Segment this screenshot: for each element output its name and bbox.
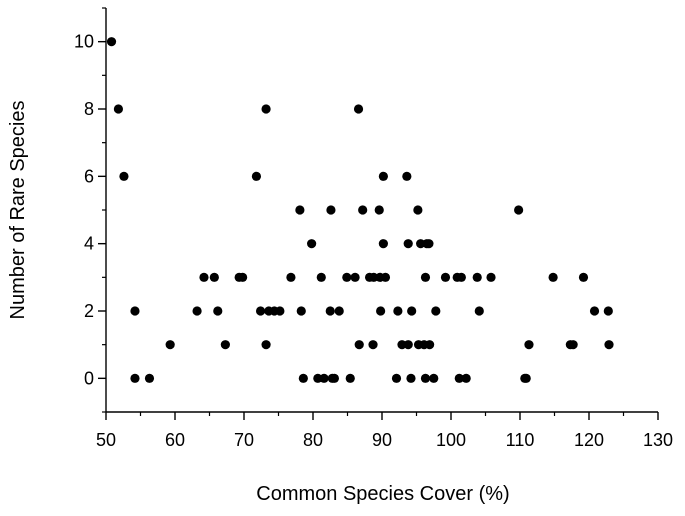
data-point (425, 340, 435, 350)
y-tick-label: 8 (84, 99, 94, 119)
data-point (393, 306, 403, 316)
data-point (380, 272, 391, 282)
data-point (403, 340, 413, 350)
data-point (354, 340, 364, 350)
x-tick-label: 100 (436, 430, 466, 450)
data-point (261, 104, 271, 114)
data-point (568, 340, 578, 350)
y-axis-title: Number of Rare Species (7, 101, 29, 320)
data-point (391, 373, 402, 383)
x-tick-label: 80 (303, 430, 323, 450)
data-point (578, 272, 589, 282)
data-point (275, 306, 285, 316)
data-point (165, 340, 175, 350)
data-point (431, 306, 441, 316)
data-point (486, 272, 496, 282)
data-point (420, 272, 431, 282)
data-point (353, 104, 364, 114)
x-tick-label: 60 (165, 430, 185, 450)
data-point (454, 373, 464, 383)
data-point (402, 171, 412, 181)
data-point (106, 37, 117, 47)
data-point (603, 306, 613, 316)
y-tick-label: 10 (74, 32, 94, 52)
data-point (325, 306, 335, 316)
data-point (295, 205, 305, 215)
data-point (440, 272, 451, 282)
y-tick-label: 6 (84, 166, 94, 186)
data-point (429, 373, 439, 383)
y-tick-label: 0 (84, 368, 94, 388)
data-point (199, 272, 209, 282)
data-point (514, 205, 524, 215)
data-point (298, 373, 308, 383)
data-points (106, 37, 614, 383)
data-point (286, 272, 296, 282)
data-point (474, 306, 484, 316)
data-point (255, 306, 266, 316)
data-point (406, 373, 416, 383)
data-point (407, 306, 417, 316)
x-tick-label: 120 (574, 430, 604, 450)
x-axis-title: Common Species Cover (%) (256, 483, 509, 505)
data-point (350, 272, 360, 282)
data-point (461, 373, 471, 383)
data-point (456, 272, 466, 282)
x-tick-label: 70 (234, 430, 254, 450)
data-point (119, 171, 129, 181)
data-point (420, 373, 431, 383)
data-point (524, 340, 534, 350)
data-point (296, 306, 306, 316)
data-point (238, 272, 248, 282)
data-point (220, 340, 230, 350)
x-tick-label: 90 (372, 430, 392, 450)
data-point (130, 306, 140, 316)
data-point (342, 272, 352, 282)
data-point (368, 340, 378, 350)
data-point (113, 104, 124, 114)
data-point (319, 373, 329, 383)
data-point (251, 171, 262, 181)
data-point (345, 373, 355, 383)
data-point (261, 340, 271, 350)
data-point (548, 272, 558, 282)
data-point (413, 205, 423, 215)
data-point (472, 272, 482, 282)
x-tick-label: 130 (643, 430, 673, 450)
ticks: 50 60 70 80 90 100 110 120 130 0 2 4 6 8 10 (74, 7, 673, 450)
data-point (326, 205, 336, 215)
data-point (358, 205, 368, 215)
data-point (307, 239, 317, 249)
data-point (378, 239, 388, 249)
data-point (334, 306, 344, 316)
data-point (376, 306, 386, 316)
data-point (589, 306, 600, 316)
data-point (144, 373, 155, 383)
data-point (378, 171, 388, 181)
y-tick-label: 2 (84, 301, 94, 321)
data-point (424, 239, 434, 249)
data-point (403, 239, 413, 249)
data-point (329, 373, 339, 383)
x-tick-label: 50 (96, 430, 116, 450)
data-point (130, 373, 140, 383)
data-point (192, 306, 202, 316)
data-point (213, 306, 223, 316)
data-point (316, 272, 326, 282)
y-tick-label: 4 (84, 234, 94, 254)
data-point (209, 272, 219, 282)
data-point (604, 340, 614, 350)
x-tick-label: 110 (506, 430, 535, 450)
data-point (374, 205, 384, 215)
data-point (521, 373, 531, 383)
